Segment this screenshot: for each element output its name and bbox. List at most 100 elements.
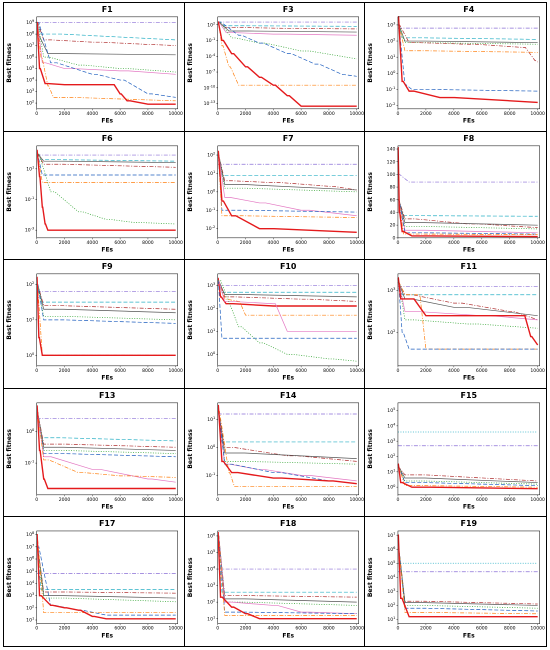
y-tick-label: 106 [388, 546, 397, 553]
x-tick-label: 4000 [448, 239, 460, 245]
panel-f1: F1 102 103 104 105 106 107 108 109 0 2000 4000 6000 8… [4, 3, 185, 132]
y-tick-label: 106 [207, 533, 216, 540]
y-tick-label: 103 [388, 287, 396, 294]
y-tick-label: 101 [388, 616, 396, 623]
x-axis-label: FEs [101, 375, 113, 382]
x-tick-label: 6000 [476, 111, 488, 117]
x-tick-label: 4000 [448, 626, 460, 632]
x-tick-label: 6000 [476, 368, 488, 374]
panel-f3: F3 10-13 10-10 10-7 10-4 10-1 102 0 2000 4000 6000… [184, 3, 366, 132]
series-line-4 [36, 22, 176, 73]
y-tick-label: 102 [207, 599, 215, 606]
y-axis-label: Best fitness [187, 171, 194, 211]
y-tick-label: 120 [387, 159, 396, 165]
series-line-7 [36, 534, 176, 620]
series-line-6 [217, 280, 357, 332]
series-line-3 [398, 199, 539, 226]
x-tick-label: 10000 [349, 497, 364, 503]
series-line-6 [36, 152, 176, 224]
x-tick-label: 4000 [267, 497, 279, 503]
y-axis-label: Best fitness [187, 557, 194, 597]
series-line-1 [217, 280, 357, 293]
series-line-6 [217, 154, 357, 213]
x-tick-label: 10000 [168, 239, 183, 245]
y-axis-label: Best fitness [6, 43, 13, 83]
series-line-2 [398, 549, 539, 605]
y-tick-label: 101 [26, 317, 34, 324]
x-tick-label: 4000 [267, 111, 279, 117]
chart-f13: F13 10-1 100 0 2000 4000 6000 8000 10000 FEs Best … [6, 391, 183, 511]
chart-f9: F9 100 101 102 0 2000 4000 6000 8000 10000 FEs Best… [6, 262, 183, 382]
y-tick-label: 105 [207, 549, 215, 556]
x-tick-label: 8000 [323, 497, 335, 503]
panel-f9: F9 100 101 102 0 2000 4000 6000 8000 10000 FEs Best… [4, 260, 185, 389]
series-line-2 [398, 466, 539, 482]
y-tick-label: 101 [388, 468, 396, 475]
series-line-5 [36, 546, 176, 616]
series-line-7 [36, 411, 176, 478]
series-line-5 [36, 22, 176, 75]
chart-title: F11 [461, 262, 478, 271]
y-tick-label: 102 [26, 281, 34, 288]
series-line-7 [36, 22, 176, 102]
series-line-6 [398, 549, 539, 615]
x-axis-label: FEs [101, 503, 113, 510]
y-tick-label: 104 [26, 580, 35, 587]
y-tick-label: 107 [26, 42, 34, 49]
panel-f15: F15 100 101 102 103 104 105 0 2000 4000 6000 8000 10… [365, 389, 546, 518]
plot-frame [217, 531, 359, 625]
x-tick-label: 10000 [349, 239, 364, 245]
x-tick-label: 0 [397, 111, 400, 117]
y-axis-label: Best fitness [367, 557, 374, 597]
x-tick-label: 6000 [114, 239, 126, 245]
x-tick-label: 6000 [295, 368, 307, 374]
x-tick-label: 2000 [420, 626, 432, 632]
x-tick-label: 10000 [168, 497, 183, 503]
series-line-5 [398, 549, 539, 612]
series-line-8 [36, 405, 176, 489]
x-tick-label: 4000 [267, 239, 279, 245]
panel-f13: F13 10-1 100 0 2000 4000 6000 8000 10000 FEs Best … [4, 388, 185, 518]
y-tick-label: 100 [26, 352, 35, 359]
x-tick-label: 0 [35, 111, 38, 117]
x-tick-label: 8000 [323, 239, 335, 245]
y-tick-label: 100 [387, 172, 396, 178]
y-tick-label: 60 [390, 197, 396, 203]
panel-f4: F4 10-2 10-1 100 101 102 103 0 2000 4000 6000 8000 1… [365, 3, 546, 132]
y-tick-label: 103 [388, 438, 396, 445]
x-tick-label: 2000 [59, 368, 71, 374]
x-tick-label: 0 [216, 368, 219, 374]
y-tick-label: 104 [388, 574, 397, 581]
x-tick-label: 10000 [531, 111, 546, 117]
y-tick-label: 102 [207, 151, 215, 158]
y-tick-label: 40 [390, 210, 396, 216]
x-tick-label: 10000 [168, 368, 183, 374]
y-axis-label: Best fitness [187, 428, 194, 468]
x-tick-label: 2000 [59, 239, 71, 245]
y-tick-label: 102 [207, 21, 215, 28]
chart-title: F17 [99, 519, 115, 528]
plot-frame [217, 16, 359, 110]
series-line-8 [217, 150, 357, 233]
panel-f17: F17 101 102 103 104 105 106 107 108 0 2000 4000 6000… [4, 517, 185, 646]
panel-f18: F18 101 102 103 104 105 106 0 2000 4000 6000 8000 10… [185, 517, 366, 646]
x-tick-label: 6000 [295, 111, 307, 117]
y-axis-label: Best fitness [187, 300, 194, 340]
y-tick-label: 10-13 [203, 100, 215, 107]
x-tick-label: 6000 [476, 239, 488, 245]
series-line-7 [398, 16, 539, 104]
x-tick-label: 8000 [142, 239, 154, 245]
chart-f19: F19 101 102 103 104 105 106 107 0 2000 4000 6000 800… [367, 519, 545, 640]
x-axis-label: FEs [463, 633, 475, 640]
x-tick-label: 0 [216, 239, 219, 245]
series-line-2 [217, 410, 357, 462]
x-tick-label: 4000 [267, 626, 279, 632]
series-line-4 [398, 549, 539, 609]
series-line-2 [36, 284, 176, 310]
x-tick-label: 8000 [504, 626, 516, 632]
x-tick-label: 6000 [476, 626, 488, 632]
series-line-7 [217, 410, 357, 487]
series-line-3 [36, 546, 176, 599]
x-tick-label: 6000 [114, 111, 126, 117]
chart-f1: F1 102 103 104 105 106 107 108 109 0 2000 4000 6000 8… [6, 5, 183, 125]
